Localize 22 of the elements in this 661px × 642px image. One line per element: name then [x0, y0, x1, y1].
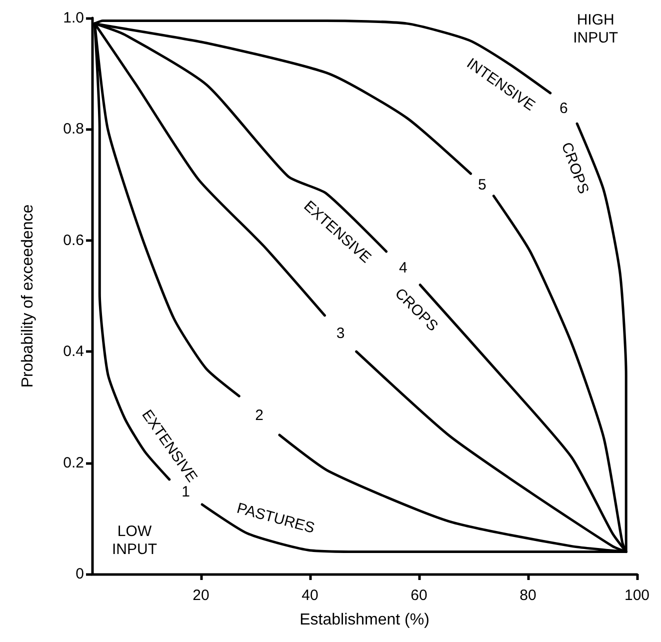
- x-tick-label: 40: [302, 587, 318, 604]
- y-tick-label: 0.6: [63, 232, 84, 249]
- x-tick-label: 60: [410, 587, 428, 604]
- series-label: 6: [560, 100, 568, 117]
- series-label: 3: [336, 325, 345, 342]
- x-tick-label: 20: [192, 587, 210, 604]
- x-axis-title: Establishment (%): [300, 612, 430, 628]
- series-label: 1: [182, 483, 190, 500]
- series-label: 2: [255, 407, 264, 424]
- x-tick-label: 100: [624, 587, 650, 604]
- y-axis-title: Probability of exceedence: [20, 204, 36, 388]
- y-tick-label: 0.4: [63, 343, 84, 360]
- annotation: LOW INPUT: [112, 523, 158, 558]
- y-tick-label: 1.0: [63, 10, 84, 26]
- annotation: CROPS: [558, 140, 592, 196]
- x-tick-label: 80: [520, 587, 536, 604]
- series-label: 4: [399, 260, 408, 277]
- series-label: 5: [478, 176, 486, 194]
- y-tick-label: 0.8: [63, 120, 84, 138]
- y-tick-label: 0.2: [63, 454, 84, 472]
- y-tick-label: 0: [76, 566, 84, 582]
- annotation: HIGH INPUT: [573, 12, 618, 47]
